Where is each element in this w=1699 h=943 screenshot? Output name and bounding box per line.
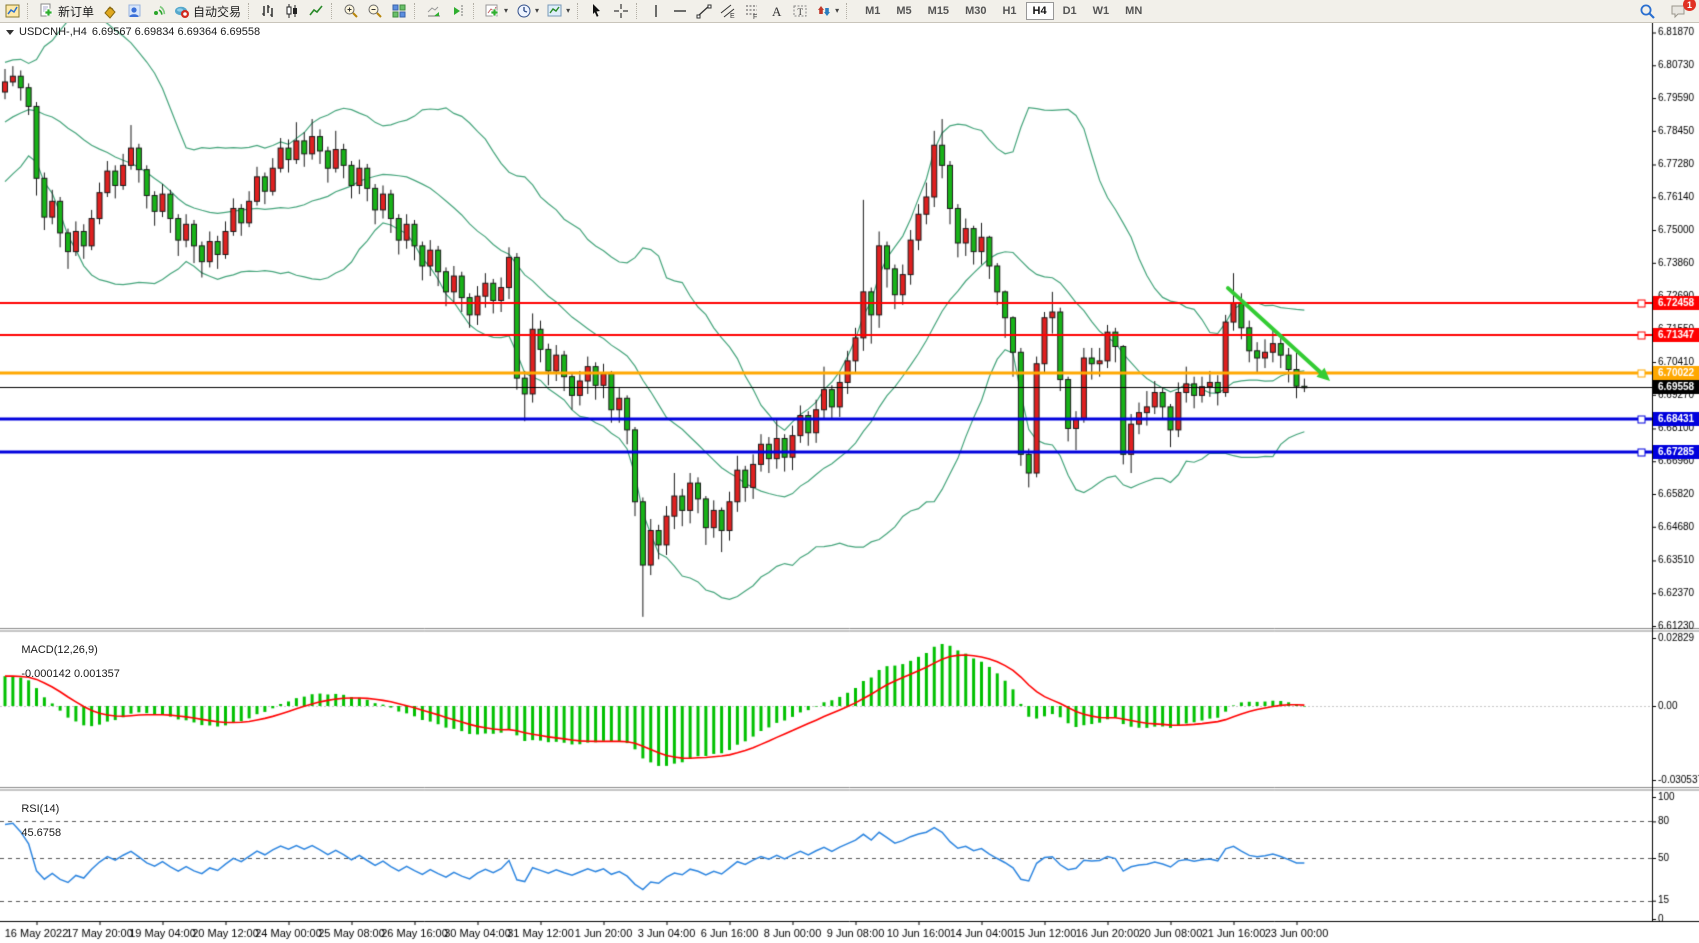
indicators-button[interactable]: ▾ — [481, 1, 512, 21]
line-chart-icon — [308, 3, 324, 19]
toolbar-separator — [577, 3, 582, 19]
timeframe-buttons: M1 M5 M15 M30 H1 H4 D1 W1 MN — [858, 2, 1149, 20]
zoom-in-icon — [343, 3, 359, 19]
new-order-icon — [39, 3, 55, 19]
autotrading-icon — [174, 3, 190, 19]
indicators-icon — [485, 3, 501, 19]
zoom-in-button[interactable] — [339, 1, 363, 21]
candlestick-button[interactable] — [280, 1, 304, 21]
chart-window-icon — [5, 3, 21, 19]
arrows-icon — [816, 3, 832, 19]
tile-windows-button[interactable] — [387, 1, 411, 21]
chevron-down-icon: ▾ — [566, 6, 571, 15]
arrows-button[interactable]: ▾ — [812, 1, 843, 21]
search-icon — [1639, 3, 1656, 20]
svg-text:A: A — [772, 4, 782, 19]
autotrading-label: 自动交易 — [193, 4, 242, 19]
periods-icon — [516, 3, 532, 19]
templates-icon — [547, 3, 563, 19]
toolbar-separator — [846, 3, 851, 19]
horizontal-line-button[interactable] — [668, 1, 692, 21]
tf-button-W1[interactable]: W1 — [1092, 5, 1110, 17]
zoom-out-button[interactable] — [363, 1, 387, 21]
tf-button-M30[interactable]: M30 — [965, 5, 987, 17]
text-icon: A — [768, 3, 784, 19]
tf-button-D1[interactable]: D1 — [1062, 5, 1077, 17]
fibonacci-icon: F — [744, 3, 760, 19]
chart-shift-button[interactable] — [446, 1, 470, 21]
toolbar-separator — [331, 3, 336, 19]
new-order-button[interactable]: 新订单 — [35, 1, 98, 21]
tf-button-M1[interactable]: M1 — [865, 5, 881, 17]
bar-chart-button[interactable] — [256, 1, 280, 21]
styler-icon — [102, 3, 118, 19]
zoom-out-icon — [367, 3, 383, 19]
auto-scroll-button[interactable] — [422, 1, 446, 21]
tf-button-H1[interactable]: H1 — [1002, 5, 1017, 17]
vertical-line-button[interactable] — [644, 1, 668, 21]
horizontal-line-icon — [672, 3, 688, 19]
new-order-label: 新订单 — [58, 4, 95, 19]
toolbar-separator — [27, 3, 32, 19]
tile-windows-icon — [391, 3, 407, 19]
tf-button-H4[interactable]: H4 — [1025, 2, 1054, 20]
chart-area: USDCNH-,H4 6.69567 6.69834 6.69364 6.695… — [0, 23, 1699, 943]
bar-chart-icon — [260, 3, 276, 19]
crosshair-icon — [613, 3, 629, 19]
cursor-button[interactable] — [585, 1, 609, 21]
chevron-down-icon: ▾ — [835, 6, 840, 15]
chevron-down-icon: ▾ — [504, 6, 509, 15]
styler-button[interactable] — [98, 1, 122, 21]
equidistant-channel-icon: E — [720, 3, 736, 19]
vertical-line-icon — [648, 3, 664, 19]
text-label-icon: T — [792, 3, 808, 19]
templates-button[interactable]: ▾ — [543, 1, 574, 21]
fibonacci-button[interactable]: F — [740, 1, 764, 21]
toolbar-separator — [414, 3, 419, 19]
auto-scroll-icon — [426, 3, 442, 19]
text-button[interactable]: A — [764, 1, 788, 21]
line-chart-button[interactable] — [304, 1, 328, 21]
svg-text:F: F — [753, 14, 757, 19]
periods-button[interactable]: ▾ — [512, 1, 543, 21]
chart-shift-icon — [450, 3, 466, 19]
trendline-icon — [696, 3, 712, 19]
chart-canvas[interactable] — [0, 23, 1699, 943]
trendline-button[interactable] — [692, 1, 716, 21]
autotrading-button[interactable]: 自动交易 — [170, 1, 245, 21]
signals-button[interactable] — [146, 1, 170, 21]
tf-button-M15[interactable]: M15 — [927, 5, 950, 17]
chevron-down-icon: ▾ — [535, 6, 540, 15]
main-toolbar: 新订单 自动交易 — [0, 0, 1699, 23]
signals-icon — [150, 3, 166, 19]
toolbar-separator — [636, 3, 641, 19]
svg-text:T: T — [798, 7, 804, 17]
cursor-icon — [589, 3, 605, 19]
toolbar-separator — [248, 3, 253, 19]
search-button[interactable] — [1635, 1, 1660, 21]
notification-badge: 1 — [1683, 0, 1696, 11]
notifications-button[interactable]: 1 — [1666, 0, 1696, 21]
equidistant-channel-button[interactable]: E — [716, 1, 740, 21]
crosshair-button[interactable] — [609, 1, 633, 21]
svg-text:E: E — [730, 13, 735, 19]
text-label-button[interactable]: T — [788, 1, 812, 21]
tf-button-MN[interactable]: MN — [1125, 5, 1143, 17]
clipped-window-button[interactable] — [2, 1, 24, 21]
candlestick-icon — [284, 3, 300, 19]
community-icon — [126, 3, 142, 19]
toolbar-separator — [473, 3, 478, 19]
tf-button-M5[interactable]: M5 — [896, 5, 912, 17]
community-button[interactable] — [122, 1, 146, 21]
